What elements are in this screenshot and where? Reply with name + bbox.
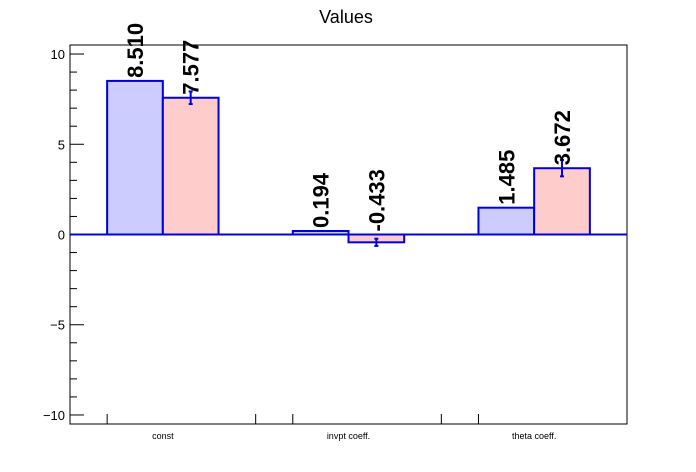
data-labels: 8.510 0.194 1.485 7.577 -0.433 3.672 [123, 23, 575, 232]
data-label: 7.577 [179, 40, 204, 95]
bar [291, 229, 350, 236]
bar-series [106, 79, 591, 247]
x-category-label: const [152, 431, 174, 441]
data-label: 1.485 [494, 150, 519, 205]
data-label: 3.672 [550, 110, 575, 165]
y-tick-label: 5 [58, 137, 65, 152]
data-label: 8.510 [123, 23, 148, 78]
chart-title: Values [319, 7, 373, 27]
data-label: -0.433 [364, 169, 389, 231]
data-label: 0.194 [309, 172, 334, 228]
bar [533, 167, 591, 236]
bar [477, 206, 536, 236]
y-tick-label: −10 [43, 408, 65, 423]
y-tick-label: −5 [50, 318, 65, 333]
x-category-label: invpt coeff. [327, 431, 370, 441]
x-category-label: theta coeff. [512, 431, 556, 441]
y-tick-label: 0 [58, 228, 65, 243]
bar [106, 79, 164, 236]
bar [161, 96, 220, 236]
y-tick-label: 10 [51, 47, 65, 62]
plot-axes: −10 −5 0 5 10 const invpt coeff. theta coeff. [43, 44, 628, 441]
